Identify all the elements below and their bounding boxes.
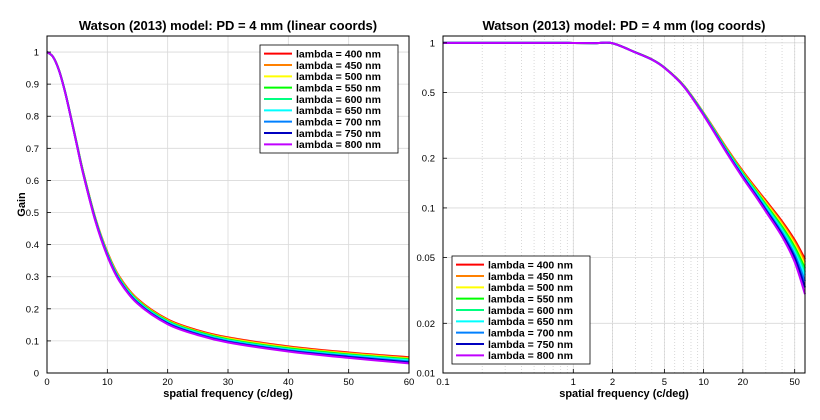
- legend-entry: lambda = 650 nm: [296, 105, 381, 117]
- x-tick-label: 10: [698, 377, 709, 388]
- legend-entry: lambda = 600 nm: [488, 305, 573, 317]
- x-axis-label: spatial frequency (c/deg): [163, 388, 293, 400]
- y-tick-label: 0.02: [417, 319, 436, 330]
- x-tick-label: 2: [610, 377, 615, 388]
- y-tick-label: 0.01: [417, 369, 436, 380]
- y-tick-label: 0.2: [422, 154, 435, 165]
- y-tick-label: 1: [34, 48, 39, 59]
- x-tick-label: 20: [738, 377, 749, 388]
- series-line-800nm: [46, 51, 410, 365]
- y-tick-label: 0.5: [422, 88, 435, 99]
- chart-panel-2: 0.1 1 2 5 10 20 50 0.01 0.02 0.05 0.1 0.2 0.5 1 Watson…: [417, 18, 806, 400]
- x-tick-label: 50: [789, 377, 800, 388]
- minor-grid: [442, 36, 806, 373]
- x-axis-label: spatial frequency (c/deg): [559, 388, 689, 400]
- chart-title: Watson (2013) model: PD = 4 mm (log coor…: [482, 18, 765, 33]
- y-tick-label: 0.2: [26, 304, 39, 315]
- legend-entry: lambda = 600 nm: [296, 94, 381, 106]
- x-tick-label: 0.1: [436, 377, 449, 388]
- y-tick-label: 0.3: [26, 272, 39, 283]
- y-tick-label: 0.6: [26, 176, 39, 187]
- legend-entry: lambda = 550 nm: [296, 82, 381, 94]
- series-lines: [442, 41, 806, 295]
- y-tick-label: 0.05: [417, 253, 436, 264]
- legend-entry: lambda = 500 nm: [488, 282, 573, 294]
- x-tick-label: 10: [102, 377, 113, 388]
- y-tick-label: 0.1: [26, 336, 39, 347]
- chart-panel-1: 0 10 20 30 40 50 60 0 0.1 0.2 0.3 0.4 0.5 0.6 0.7 0.8 0.…: [16, 18, 414, 400]
- legend-entry: lambda = 400 nm: [488, 259, 573, 271]
- x-tick-label: 60: [404, 377, 415, 388]
- x-tick-label: 30: [223, 377, 234, 388]
- x-tick-label: 20: [162, 377, 173, 388]
- legend-entry: lambda = 400 nm: [296, 48, 381, 60]
- legend-entry: lambda = 450 nm: [488, 271, 573, 283]
- legend-entry: lambda = 800 nm: [296, 139, 381, 151]
- y-tick-label: 0.8: [26, 112, 39, 123]
- y-tick-label: 0.4: [26, 240, 39, 251]
- legend-entry: lambda = 450 nm: [296, 60, 381, 72]
- y-tick-label: 0.5: [26, 208, 39, 219]
- x-tick-label: 0: [44, 377, 49, 388]
- axes-frame: [442, 35, 806, 374]
- y-tick-label: 0.9: [26, 80, 39, 91]
- series-lines: [46, 51, 410, 365]
- y-tick-label: 1: [430, 38, 435, 49]
- y-tick-label: 0.1: [422, 203, 435, 214]
- legend-entry: lambda = 750 nm: [488, 339, 573, 351]
- x-tick-label: 40: [283, 377, 294, 388]
- x-tick-label: 1: [571, 377, 576, 388]
- y-tick-label: 0.7: [26, 144, 39, 155]
- legend-entry: lambda = 700 nm: [296, 116, 381, 128]
- x-tick-label: 50: [343, 377, 354, 388]
- legend-entry: lambda = 700 nm: [488, 327, 573, 339]
- legend-entry: lambda = 800 nm: [488, 350, 573, 362]
- chart-title: Watson (2013) model: PD = 4 mm (linear c…: [79, 18, 377, 33]
- legend-entry: lambda = 500 nm: [296, 71, 381, 83]
- series-line-800nm: [442, 41, 806, 295]
- x-tick-label: 5: [662, 377, 667, 388]
- y-axis-label: Gain: [16, 192, 28, 217]
- legend-entry: lambda = 750 nm: [296, 128, 381, 140]
- legend-entry: lambda = 650 nm: [488, 316, 573, 328]
- legend-entry: lambda = 550 nm: [488, 293, 573, 305]
- y-tick-label: 0: [34, 369, 39, 380]
